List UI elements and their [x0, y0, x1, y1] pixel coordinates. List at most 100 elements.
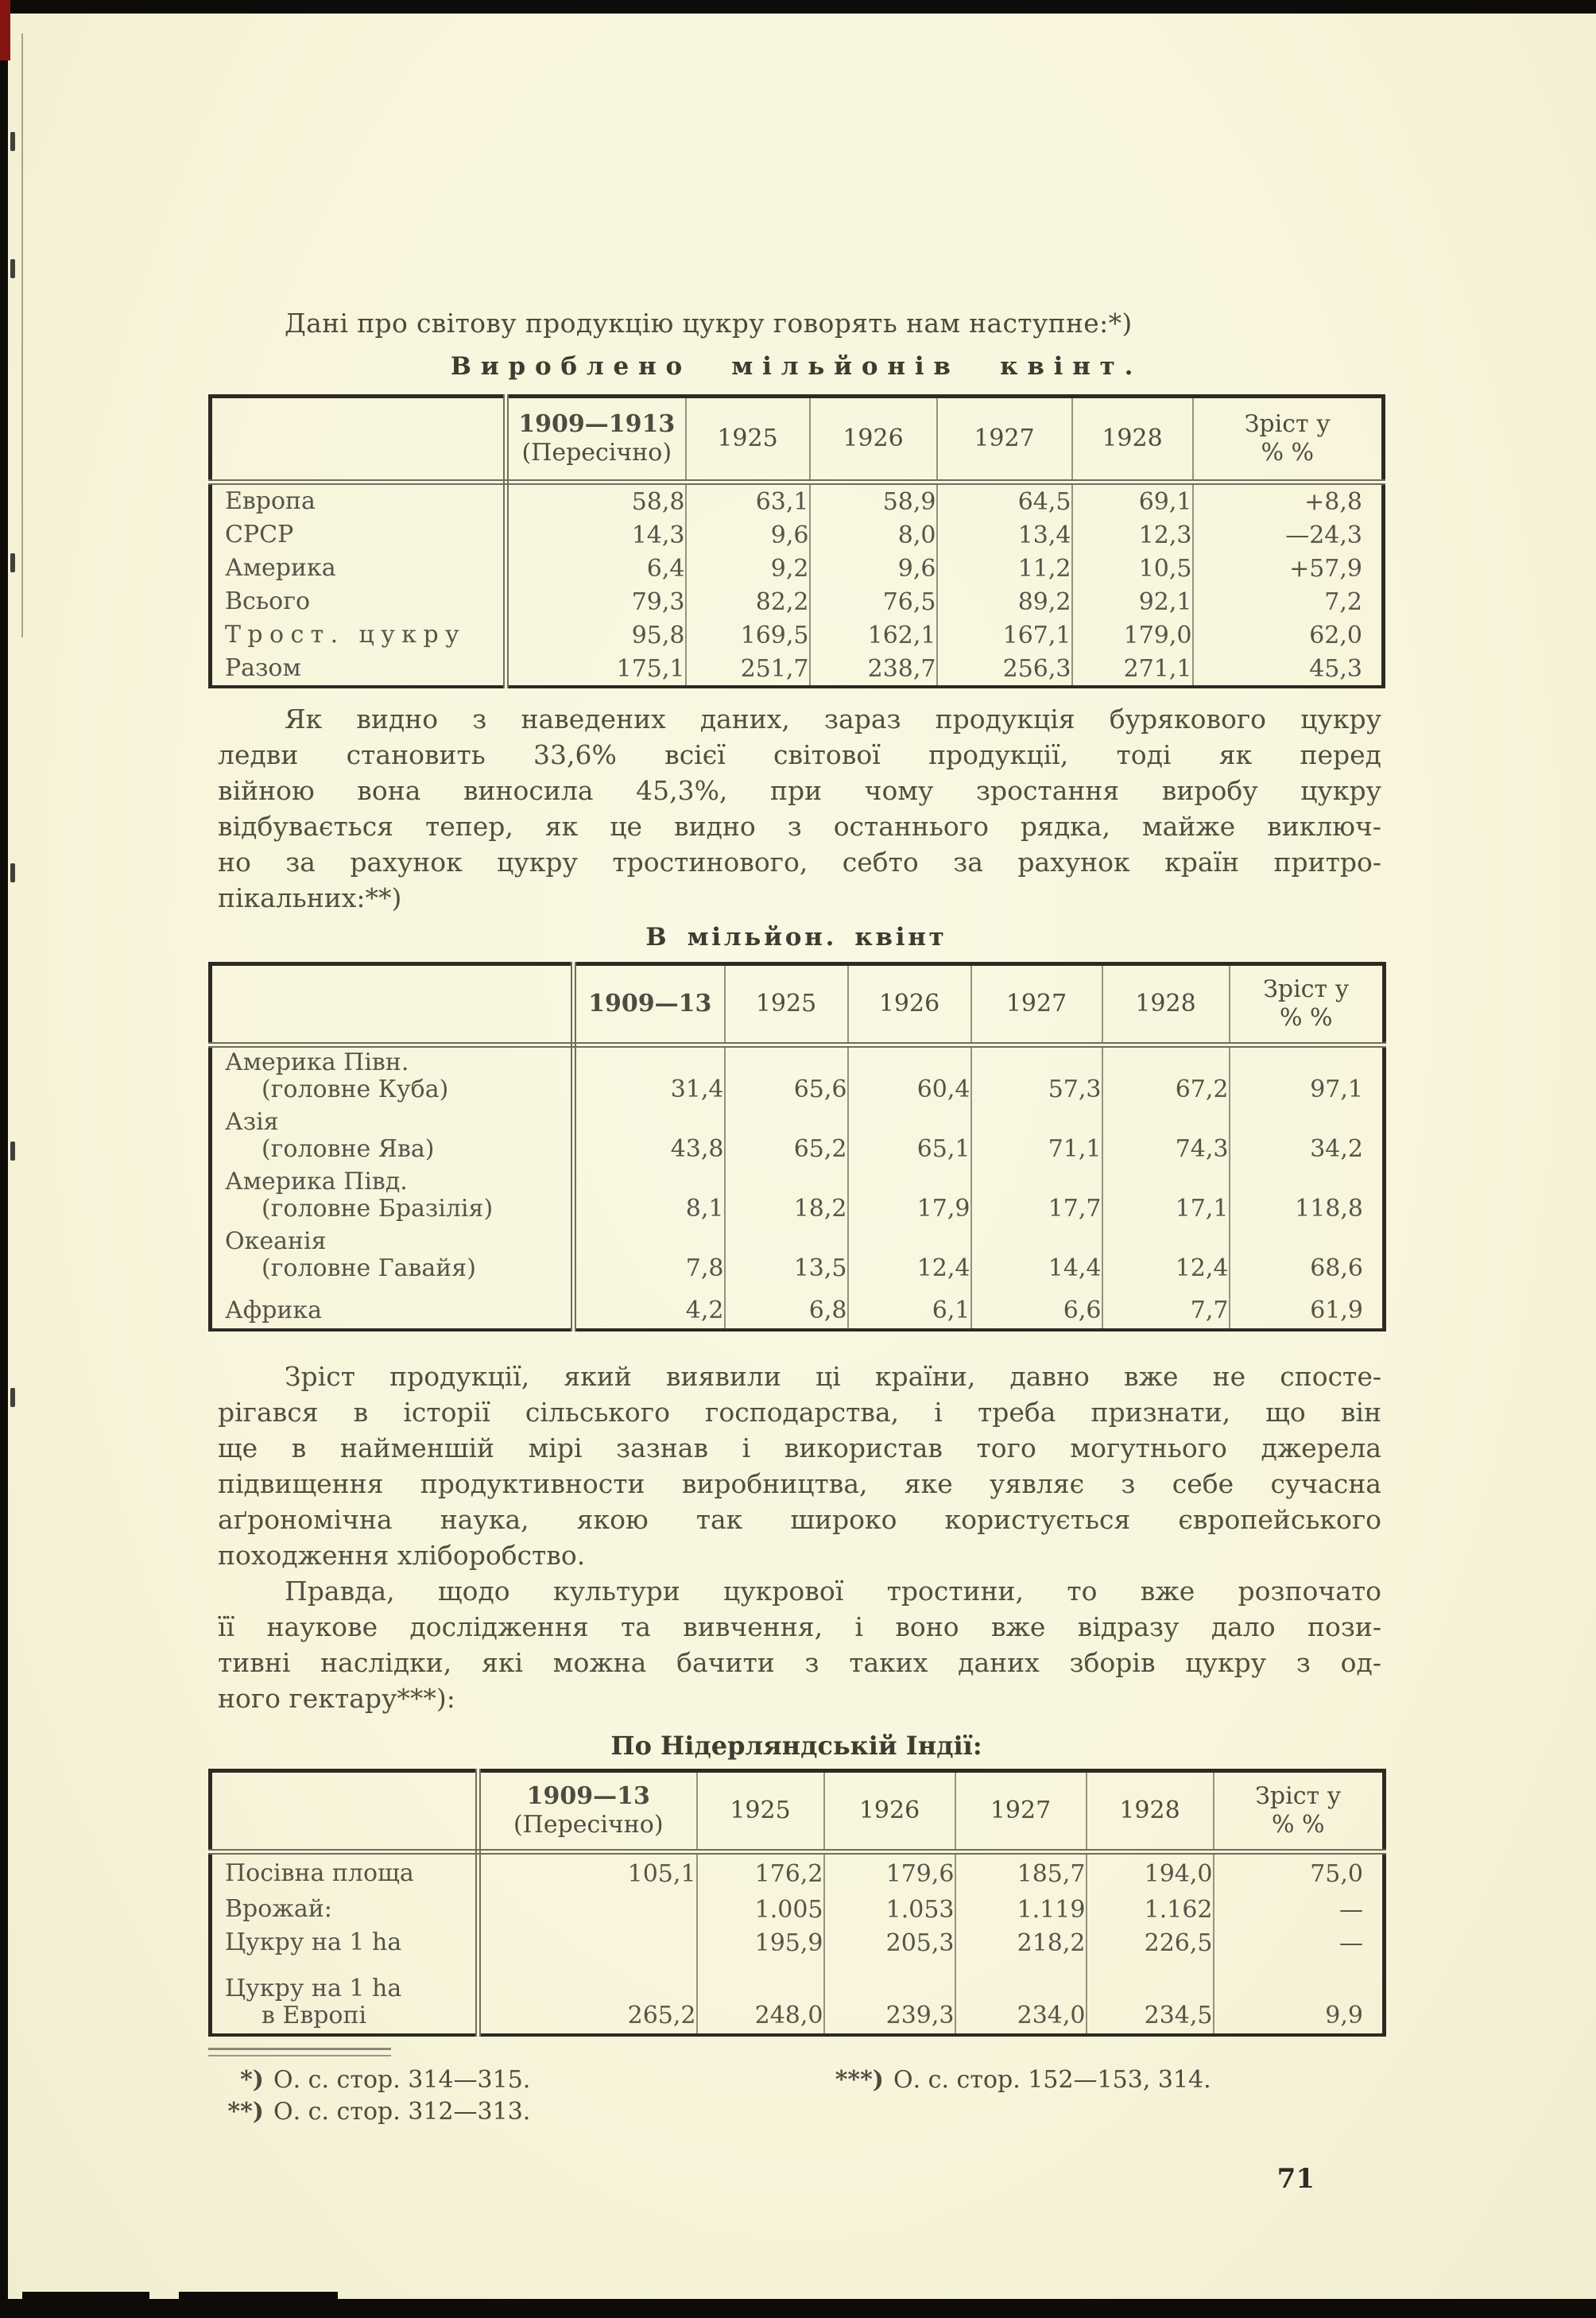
value-cell: 176,2	[695, 1851, 824, 1893]
value-cell: 7,7	[1101, 1286, 1230, 1330]
table-header-row: 1909—1913 (Пересічно) 1925 1926 1927 192…	[210, 396, 1384, 485]
header-cell-1925: 1925	[723, 963, 848, 1048]
value-cell: 89,2	[936, 585, 1072, 618]
value-cell: 43,8	[670, 1135, 724, 1163]
value-cell: —24,3	[1191, 518, 1384, 552]
row-label: Трост. цукру	[210, 618, 509, 652]
header-cell-empty	[210, 963, 576, 1048]
value-cell: 105,1	[627, 1859, 696, 1888]
margin-speck	[10, 1142, 15, 1161]
value-cell: 17,7	[970, 1167, 1102, 1227]
value-cell: 271,1	[1071, 652, 1193, 687]
footnotes: *) О. с. стор. 314—315. **) О. с. стор. 31…	[208, 2064, 1385, 2128]
value-cell: 10,5	[1071, 552, 1193, 585]
table-row: Океанія (головне Гавайя) 7,8 13,5 12,4 14…	[210, 1227, 1385, 1286]
value-cell: 69,1	[1071, 482, 1193, 518]
footnote-separator	[208, 2048, 391, 2056]
table1-title: Вироблено мільйонів квінт.	[450, 352, 1143, 381]
value-cell: 67,2	[1101, 1045, 1230, 1107]
value-cell: 76,5	[808, 585, 937, 618]
value-cell: 162,1	[808, 618, 937, 652]
value-cell: 179,0	[1071, 618, 1193, 652]
header-cell-1928: 1928	[1101, 963, 1230, 1048]
page-number: 71	[1276, 2163, 1315, 2195]
paragraph-beet-sugar: Як видно з наведених даних, зараз продук…	[218, 704, 1381, 913]
value-cell: 185,7	[954, 1851, 1087, 1893]
header-cell-1925: 1925	[684, 396, 810, 485]
row-label: Азія (головне Ява)	[210, 1107, 576, 1167]
value-cell: 1.053	[823, 1893, 955, 1926]
table-row: СРСР 14,3 9,6 8,0 13,4 12,3 —24,3	[210, 518, 1384, 552]
header-cell-1928: 1928	[1085, 1770, 1214, 1855]
book-spine-red-strip	[0, 0, 10, 60]
value-cell: 9,9	[1212, 1959, 1385, 2035]
value-cell: 7,8	[685, 1254, 724, 1282]
table-header-row: 1909—13 (Пересічно) 1925 1926 1927 1928 …	[210, 1770, 1385, 1855]
footnotes-right-column: ***) О. с. стор. 152—153, 314.	[812, 2064, 1385, 2128]
value-cell: 195,9	[695, 1926, 824, 1959]
row-label: Цукру на 1 ha	[210, 1926, 481, 1959]
header-cell-growth: Зріст у % %	[1191, 396, 1384, 485]
footnote-marker: ***)	[835, 2066, 884, 2094]
value-cell: 179,6	[823, 1851, 955, 1893]
table-cane-regions: 1909—13 1925 1926 1927 1928 Зріст у % % …	[208, 962, 1386, 1331]
scan-edge-bottom	[0, 2299, 1596, 2318]
value-cell: 12,4	[846, 1227, 971, 1286]
value-cell: 17,9	[846, 1167, 971, 1227]
margin-speck	[10, 863, 15, 882]
table-row: Америка Півд. (головне Бразілія) 8,1 18,2…	[210, 1167, 1385, 1227]
value-cell: 6,1	[846, 1286, 971, 1330]
value-cell: 1.162	[1085, 1893, 1214, 1926]
table-row: Азія (головне Ява) 43,8 65,2 65,1 71,1 74…	[210, 1107, 1385, 1167]
value-cell: 57,3	[970, 1045, 1102, 1107]
value-cell: 64,5	[936, 482, 1072, 518]
margin-speck	[10, 1388, 15, 1407]
value-cell	[478, 1893, 697, 1926]
book-page: Дані про світову продукцію цукру говорят…	[8, 13, 1596, 2299]
row-label: Врожай:	[210, 1893, 481, 1926]
value-cell: 238,7	[808, 652, 937, 687]
value-cell: 226,5	[1085, 1926, 1214, 1959]
table2-title: В мільйон. квінт	[645, 923, 947, 952]
value-cell: 1.119	[954, 1893, 1087, 1926]
value-cell: 6,4	[646, 554, 685, 583]
value-cell: 169,5	[684, 618, 810, 652]
paragraph-cane-research: Правда, щодо культури цукрової тростини,…	[218, 1576, 1381, 1714]
value-cell	[478, 1926, 697, 1959]
scan-edge-top	[0, 0, 1596, 14]
value-cell: 11,2	[936, 552, 1072, 585]
table-row: Африка 4,2 6,8 6,1 6,6 7,7 61,9	[210, 1286, 1385, 1330]
table-row: Америка 6,4 9,2 9,6 11,2 10,5 +57,9	[210, 552, 1384, 585]
value-cell: 17,1	[1101, 1167, 1230, 1227]
value-cell: 6,8	[723, 1286, 848, 1330]
value-cell: 63,1	[684, 482, 810, 518]
header-cell-1927: 1927	[954, 1770, 1087, 1855]
value-cell: +8,8	[1191, 482, 1384, 518]
table-header-row: 1909—13 1925 1926 1927 1928 Зріст у % %	[210, 963, 1385, 1048]
table-row: Всього 79,3 82,2 76,5 89,2 92,1 7,2	[210, 585, 1384, 618]
table-row: Посівна площа 105,1 176,2 179,6 185,7 19…	[210, 1851, 1385, 1893]
header-cell-period: 1909—13 (Пересічно)	[478, 1770, 697, 1855]
header-cell-growth: Зріст у % %	[1212, 1770, 1385, 1855]
value-cell: 167,1	[936, 618, 1072, 652]
value-cell: 175,1	[616, 654, 685, 683]
header-cell-1927: 1927	[970, 963, 1102, 1048]
value-cell: 61,9	[1228, 1286, 1385, 1330]
value-cell: 65,2	[723, 1107, 848, 1167]
value-cell: 1.005	[695, 1893, 824, 1926]
value-cell: 65,6	[723, 1045, 848, 1107]
footnote-text: О. с. стор. 312—313.	[273, 2098, 531, 2126]
value-cell: 9,6	[684, 518, 810, 552]
value-cell: —	[1212, 1926, 1385, 1959]
row-label: Европа	[210, 482, 509, 518]
value-cell: —	[1212, 1893, 1385, 1926]
margin-speck	[10, 553, 15, 572]
footnote: **) О. с. стор. 312—313.	[208, 2096, 812, 2128]
table-row: Европа 58,8 63,1 58,9 64,5 69,1 +8,8	[210, 482, 1384, 518]
row-label: Океанія (головне Гавайя)	[210, 1227, 576, 1286]
row-label: Америка Півн. (головне Куба)	[210, 1045, 576, 1107]
scan-edge-artifact	[22, 2292, 149, 2299]
value-cell: 265,2	[627, 2002, 696, 2029]
value-cell: 65,1	[846, 1107, 971, 1167]
header-cell-period: 1909—1913 (Пересічно)	[506, 396, 686, 485]
